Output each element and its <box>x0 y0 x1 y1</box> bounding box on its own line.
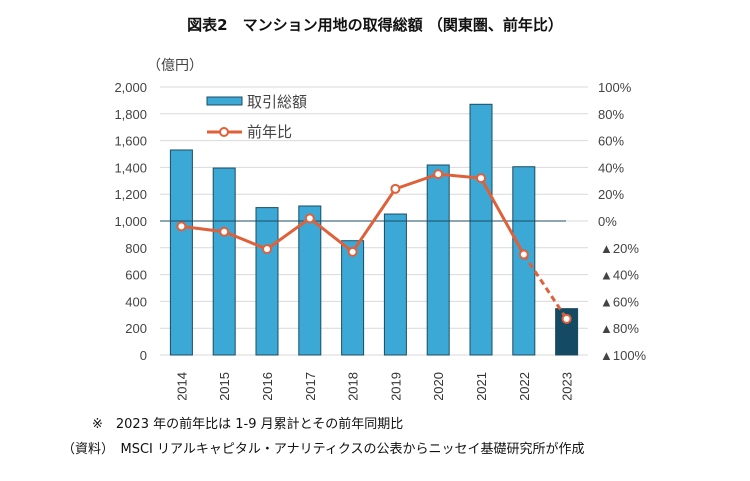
right-tick-label: ▲100% <box>600 348 647 363</box>
left-tick-label: 0 <box>140 348 147 363</box>
right-tick-label: ▲60% <box>600 294 639 309</box>
x-tick-label: 2023 <box>560 372 575 400</box>
x-tick-label: 2015 <box>217 372 232 400</box>
right-tick-label: 20% <box>598 187 624 202</box>
bar-2017 <box>298 205 322 356</box>
yoy-point-2022 <box>518 249 529 260</box>
right-tick-label: 80% <box>598 107 624 122</box>
left-tick-label: 800 <box>125 241 147 256</box>
yoy-line-dashed <box>522 253 568 320</box>
left-axis-unit: （億円） <box>147 57 203 73</box>
x-tick-label: 2020 <box>431 372 446 400</box>
legend-bar-label: 取引総額 <box>247 94 307 111</box>
left-tick-label: 1,200 <box>114 187 147 202</box>
right-tick-label: 40% <box>598 160 624 175</box>
yoy-point-2019 <box>390 183 401 194</box>
legend-line-label: 前年比 <box>247 124 292 141</box>
x-tick-label: 2014 <box>174 372 189 400</box>
bar-2019 <box>383 213 407 356</box>
right-tick-label: ▲20% <box>600 241 639 256</box>
yoy-point-2017 <box>304 213 315 224</box>
yoy-point-2014 <box>176 221 187 232</box>
bar-2015 <box>212 167 236 356</box>
bar-2018 <box>341 240 365 356</box>
chart-svg: 0 200 400 600 800 1,000 1,200 1,400 1,600 1,800 2,… <box>114 57 647 400</box>
yoy-point-2015 <box>219 226 230 237</box>
yoy-point-2023 <box>561 313 572 324</box>
left-tick-label: 600 <box>125 268 147 283</box>
left-tick-label: 1,800 <box>114 107 147 122</box>
bar-2014 <box>169 149 193 356</box>
right-tick-label: ▲40% <box>600 268 639 283</box>
right-tick-label: 100% <box>598 80 632 95</box>
bar-2016 <box>255 207 279 356</box>
left-tick-label: 1,400 <box>114 160 147 175</box>
yoy-point-2016 <box>262 244 272 255</box>
source-note: （資料） MSCI リアルキャピタル・アナリティクスの公表からニッセイ基礎研究所… <box>62 442 585 457</box>
x-tick-label: 2017 <box>303 372 318 400</box>
x-tick-label: 2018 <box>346 372 361 400</box>
left-tick-label: 1,000 <box>114 214 147 229</box>
yoy-point-2021 <box>476 173 486 184</box>
right-tick-label: 60% <box>598 134 624 149</box>
bar-2020 <box>426 164 450 356</box>
legend-bar-swatch <box>206 96 243 106</box>
x-tick-label: 2019 <box>388 372 403 400</box>
yoy-point-2020 <box>433 169 444 180</box>
x-tick-label: 2021 <box>474 372 489 400</box>
right-tick-label: ▲80% <box>600 321 639 336</box>
left-tick-label: 200 <box>125 321 147 336</box>
right-tick-label: 0% <box>598 214 617 229</box>
legend-line-marker <box>219 127 229 137</box>
chart-title: 図表2 マンション用地の取得総額 （関東圏、前年比） <box>187 16 563 34</box>
bar-2022 <box>512 166 536 356</box>
left-tick-label: 2,000 <box>114 80 147 95</box>
footnote: ※ 2023 年の前年比は 1-9 月累計とその前年同期比 <box>92 417 404 432</box>
x-tick-label: 2022 <box>517 372 532 400</box>
bar-2023 <box>555 308 579 356</box>
yoy-point-2018 <box>347 246 358 257</box>
bar-2021 <box>469 103 493 356</box>
left-tick-label: 400 <box>125 294 147 309</box>
x-tick-label: 2016 <box>260 372 275 400</box>
left-tick-label: 1,600 <box>114 134 147 149</box>
